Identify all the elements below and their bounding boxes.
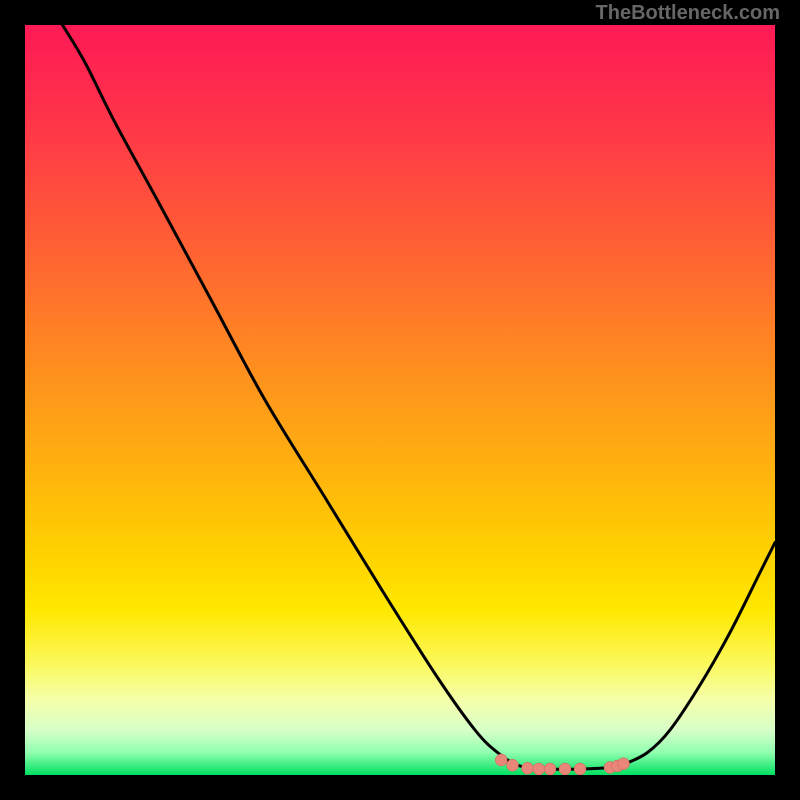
data-marker: [574, 763, 586, 775]
data-marker: [559, 763, 571, 775]
chart-plot-area: [25, 25, 775, 775]
data-marker: [544, 763, 556, 775]
data-marker: [495, 754, 507, 766]
bottleneck-chart: [25, 25, 775, 775]
data-marker: [618, 758, 630, 770]
data-marker: [507, 759, 519, 771]
data-marker: [533, 763, 545, 775]
data-marker: [522, 762, 534, 774]
watermark-text: TheBottleneck.com: [596, 2, 780, 25]
chart-background: [25, 25, 775, 775]
